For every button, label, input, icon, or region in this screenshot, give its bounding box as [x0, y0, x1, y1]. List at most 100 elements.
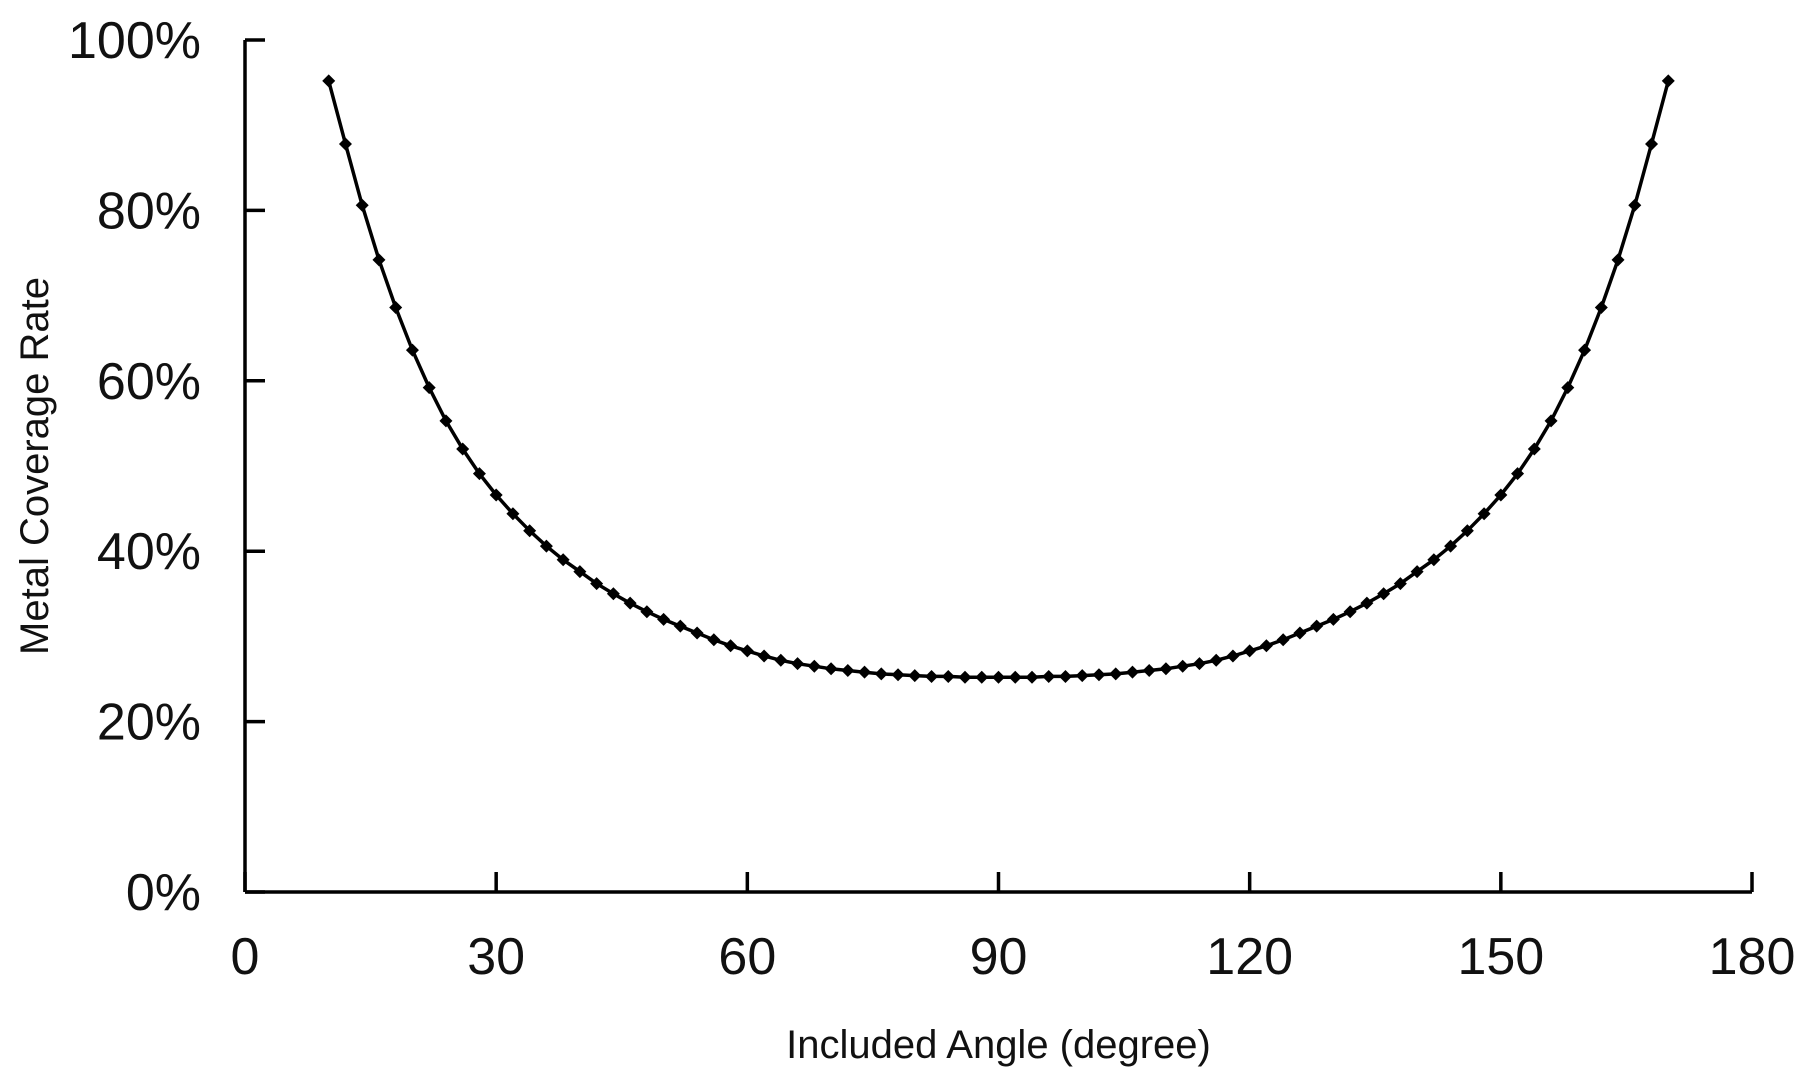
- data-point: [757, 649, 771, 663]
- data-point: [724, 639, 738, 653]
- data-point: [322, 74, 336, 88]
- data-point: [925, 669, 939, 683]
- data-point: [690, 626, 704, 640]
- y-axis-title: Metal Coverage Rate: [13, 277, 57, 655]
- data-point: [1209, 653, 1223, 667]
- data-point: [1243, 644, 1257, 658]
- y-ticks: 0% 20% 40% 60% 80% 100%: [68, 12, 265, 922]
- x-tick-label: 120: [1206, 928, 1293, 986]
- data-point: [1410, 565, 1424, 579]
- data-point: [1326, 612, 1340, 626]
- data-point: [975, 670, 989, 684]
- data-point: [338, 137, 352, 151]
- x-ticks: 0 30 60 90 120 150 180: [231, 872, 1796, 986]
- data-point: [908, 669, 922, 683]
- data-point: [439, 414, 453, 428]
- data-point: [1293, 626, 1307, 640]
- data-point: [958, 670, 972, 684]
- data-point: [1628, 198, 1642, 212]
- plot-series: [322, 74, 1675, 684]
- data-point: [1125, 665, 1139, 679]
- data-point: [1075, 669, 1089, 683]
- data-point: [355, 198, 369, 212]
- data-point: [1578, 343, 1592, 357]
- data-point: [1444, 539, 1458, 553]
- axes: [243, 40, 1752, 894]
- data-point: [1109, 667, 1123, 681]
- data-point: [372, 253, 386, 267]
- x-tick-label: 30: [467, 928, 525, 986]
- data-point: [1661, 74, 1675, 88]
- data-point: [606, 587, 620, 601]
- data-point: [1527, 442, 1541, 456]
- x-tick-label: 90: [970, 928, 1028, 986]
- data-point: [774, 653, 788, 667]
- data-point: [1276, 633, 1290, 647]
- data-point: [523, 524, 537, 538]
- data-point: [1561, 381, 1575, 395]
- data-point: [1511, 467, 1525, 481]
- data-point: [1427, 553, 1441, 567]
- data-point: [389, 301, 403, 315]
- x-tick-label: 60: [718, 928, 776, 986]
- data-point: [807, 659, 821, 673]
- data-point: [824, 662, 838, 676]
- data-point: [1377, 587, 1391, 601]
- data-point: [1192, 657, 1206, 671]
- data-point: [422, 381, 436, 395]
- data-point: [1025, 670, 1039, 684]
- data-point: [1176, 659, 1190, 673]
- y-tick-label: 80%: [97, 182, 201, 240]
- x-tick-label: 0: [231, 928, 260, 986]
- data-point: [1259, 639, 1273, 653]
- data-point: [891, 668, 905, 682]
- data-point: [1393, 577, 1407, 591]
- data-point: [1360, 596, 1374, 610]
- data-point: [1611, 253, 1625, 267]
- data-point: [841, 663, 855, 677]
- data-point: [1092, 668, 1106, 682]
- y-tick-label: 40%: [97, 523, 201, 581]
- data-point: [556, 553, 570, 567]
- data-point: [858, 665, 872, 679]
- data-point: [992, 670, 1005, 684]
- data-point: [673, 619, 687, 633]
- data-point: [874, 667, 888, 681]
- data-point: [1042, 669, 1056, 683]
- series-line: [327, 80, 1670, 680]
- data-point: [791, 657, 805, 671]
- data-point: [506, 507, 520, 521]
- data-point: [1544, 414, 1558, 428]
- y-tick-label: 60%: [97, 353, 201, 411]
- data-point: [1142, 663, 1156, 677]
- data-point: [657, 612, 671, 626]
- data-point: [1226, 649, 1240, 663]
- data-point: [489, 488, 503, 502]
- data-point: [941, 669, 955, 683]
- data-point: [1343, 605, 1357, 619]
- x-tick-label: 150: [1457, 928, 1544, 986]
- data-point: [1008, 670, 1022, 684]
- data-point: [1310, 619, 1324, 633]
- data-point: [1494, 488, 1508, 502]
- x-tick-label: 180: [1709, 928, 1796, 986]
- data-point: [707, 633, 721, 647]
- data-point: [640, 605, 654, 619]
- y-tick-label: 20%: [97, 694, 201, 752]
- data-point: [590, 577, 604, 591]
- y-tick-label: 0%: [126, 864, 201, 922]
- data-point: [623, 596, 637, 610]
- data-point: [1058, 669, 1072, 683]
- y-tick-label: 100%: [68, 12, 201, 70]
- data-point: [539, 539, 553, 553]
- x-axis-title: Included Angle (degree): [786, 1023, 1211, 1067]
- data-point: [456, 442, 470, 456]
- data-point: [1594, 301, 1608, 315]
- data-point: [1477, 507, 1491, 521]
- data-point: [1159, 662, 1173, 676]
- data-point: [573, 565, 587, 579]
- data-point: [1645, 137, 1659, 151]
- data-point: [740, 644, 754, 658]
- data-point: [1460, 524, 1474, 538]
